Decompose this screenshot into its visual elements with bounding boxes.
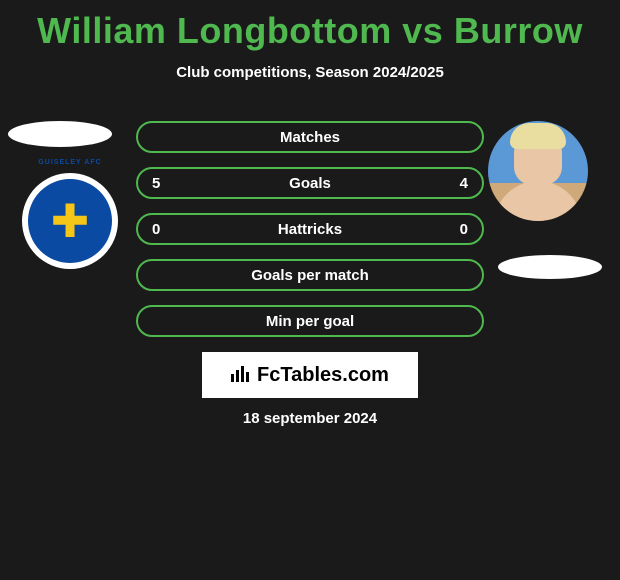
left-photo-placeholder [8, 121, 112, 147]
stat-row: 5 Goals 4 [136, 167, 484, 199]
club-badge-label: GUISELEY AFC [22, 159, 118, 166]
subtitle: Club competitions, Season 2024/2025 [0, 64, 620, 81]
stat-right-value: 0 [460, 221, 468, 238]
avatar-shoulders [494, 181, 582, 221]
right-player-photo [488, 121, 588, 221]
branding-banner[interactable]: FcTables.com [202, 352, 418, 398]
stat-row: 0 Hattricks 0 [136, 213, 484, 245]
stat-label: Hattricks [278, 221, 342, 238]
stat-row: Matches [136, 121, 484, 153]
stat-row: Goals per match [136, 259, 484, 291]
stat-label: Goals per match [251, 267, 369, 284]
right-club-placeholder [498, 255, 602, 279]
chart-bars-icon [231, 364, 251, 387]
stat-label: Min per goal [266, 313, 354, 330]
club-badge-inner: ✚ [28, 179, 112, 263]
date-line: 18 september 2024 [0, 410, 620, 427]
branding-text: FcTables.com [257, 364, 389, 387]
comparison-area: GUISELEY AFC ✚ Matches5Goals40Hattricks0… [0, 121, 620, 371]
stat-label: Matches [280, 129, 340, 146]
stat-right-value: 4 [460, 175, 468, 192]
avatar-hair [510, 123, 566, 149]
stat-left-value: 0 [152, 221, 160, 238]
left-club-badge: GUISELEY AFC ✚ [22, 173, 118, 269]
cross-icon: ✚ [51, 198, 90, 244]
page-title: William Longbottom vs Burrow [0, 0, 620, 52]
stat-left-value: 5 [152, 175, 160, 192]
stat-row: Min per goal [136, 305, 484, 337]
stat-label: Goals [289, 175, 331, 192]
